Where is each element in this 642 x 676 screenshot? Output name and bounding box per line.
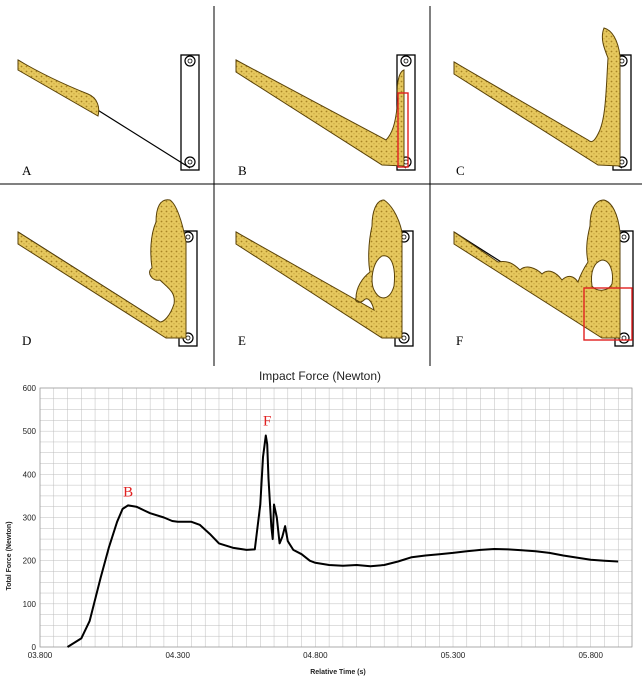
fluid-body — [453, 27, 621, 167]
peak-annotation: F — [263, 413, 271, 429]
panel-letter: E — [238, 333, 246, 348]
y-tick-label: 100 — [23, 600, 37, 609]
fluid-body — [235, 199, 403, 339]
peak-annotation: B — [123, 485, 133, 501]
panel-d: D — [17, 199, 198, 348]
force-curve — [66, 434, 619, 648]
air-cavity — [371, 255, 395, 299]
panel-letter: D — [22, 333, 31, 348]
chart-title: Impact Force (Newton) — [259, 369, 381, 383]
fluid-body — [17, 59, 100, 117]
highlight-box — [397, 92, 409, 168]
panel-b: B — [235, 54, 416, 178]
impact-force-chart: Impact Force (Newton) 03.800 04.300 04.800… — [6, 369, 633, 676]
peak-annotations: BF — [123, 413, 271, 500]
x-tick-label: 04.800 — [303, 651, 328, 660]
x-axis-label: Relative Time (s) — [310, 669, 366, 676]
x-tick-label: 05.800 — [578, 651, 603, 660]
x-tick-label: 03.800 — [28, 651, 53, 660]
y-axis-label: Total Force (Newton) — [6, 521, 13, 590]
y-tick-label: 200 — [23, 557, 37, 566]
panel-letter: A — [22, 163, 32, 178]
highlight-box — [583, 287, 633, 341]
fluid-body — [235, 59, 405, 167]
y-tick-label: 500 — [23, 427, 37, 436]
panel-letter: C — [456, 163, 465, 178]
y-tick-label: 0 — [32, 643, 37, 652]
panel-letter: F — [456, 333, 463, 348]
panel-c: C — [453, 27, 632, 178]
chart-grid — [39, 387, 633, 648]
y-tick-label: 300 — [23, 514, 37, 523]
fluid-body — [453, 199, 621, 339]
panel-e: E — [235, 199, 414, 348]
simulation-panels: A B C D E F — [0, 6, 642, 366]
fluid-body — [17, 199, 187, 339]
y-tick-label: 400 — [23, 470, 37, 479]
y-tick-label: 600 — [23, 384, 37, 393]
panel-f: F — [453, 199, 634, 348]
panel-letter: B — [238, 163, 247, 178]
tick-labels: 03.800 04.300 04.800 05.300 05.800 0 100 200 300… — [23, 384, 604, 660]
air-cavity — [591, 259, 613, 291]
x-tick-label: 05.300 — [441, 651, 466, 660]
plot-area — [39, 387, 633, 648]
x-tick-label: 04.300 — [165, 651, 190, 660]
panel-a: A — [17, 54, 200, 178]
